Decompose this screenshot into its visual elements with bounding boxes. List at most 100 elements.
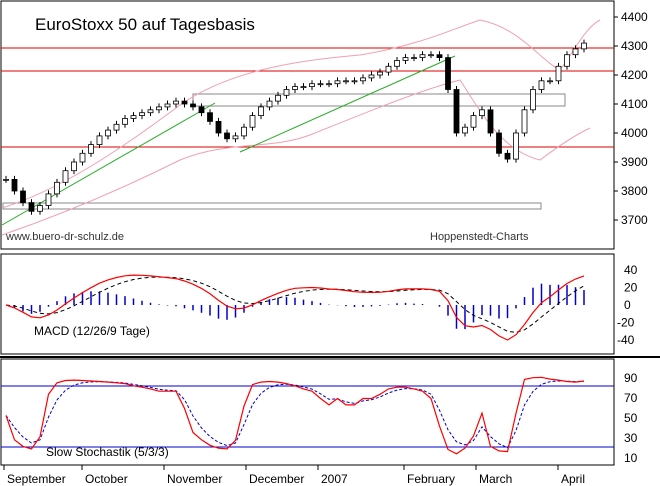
candle-body [555,65,562,82]
candle-body [581,42,587,50]
candle-body [20,190,26,203]
x-axis: September October November December 2007 Febr… [3,465,585,486]
candle-body [513,132,519,160]
macd-histogram [13,283,585,330]
x-tick-label: March [479,472,512,486]
candle-body [249,115,256,128]
candle-body [521,109,528,134]
candle-body [181,100,188,105]
candle-body [411,57,417,59]
candle-body [62,170,69,183]
trend-line-1 [1,102,216,226]
stoch-tick-label: 90 [624,371,638,385]
stoch-k-line [5,376,585,455]
candle-body [538,80,545,90]
candle-body [96,135,103,145]
lower-band [1,79,591,236]
candle-body [470,115,477,128]
candle-body [368,74,375,79]
candle-body [130,115,137,119]
price-candles [3,39,587,215]
source-left: www.buero-dr-schulz.de [5,231,124,243]
candle-body [45,193,52,206]
candle-body [394,60,400,67]
candle-body [334,80,341,85]
candle-body [79,152,86,163]
candle-body [156,106,162,111]
stoch-tick-label: 10 [624,451,638,465]
candle-body [496,132,502,154]
candle-body [147,109,154,114]
x-tick-label: October [85,472,128,486]
chart-title: EuroStoxx 50 auf Tagesbasis [35,15,255,34]
candle-body [266,100,273,108]
x-tick-label: April [561,472,585,486]
candle-body [436,54,443,59]
candle-body [572,48,579,56]
stoch-label: Slow Stochastik (5/3/3) [46,445,169,459]
stoch-d-line [5,380,585,449]
candle-body [3,178,9,181]
candle-body [317,83,324,86]
candle-body [504,152,511,160]
candle-body [190,103,196,108]
candle-body [173,100,179,105]
candle-body [241,126,247,137]
candle-body [28,202,35,212]
stoch-panel-frame [0,358,615,466]
price-tick-label: 3700 [621,213,648,227]
price-tick-label: 3800 [621,184,648,198]
candle-body [462,126,468,134]
x-tick-label: February [407,472,455,486]
x-tick-label: November [167,472,222,486]
macd-tick-label: -40 [617,333,635,347]
candle-body [487,109,494,134]
candle-body [139,112,145,116]
candle-body [54,181,60,195]
macd-signal-line [5,276,585,333]
candle-body [547,80,553,83]
candle-body [402,57,409,61]
price-panel-frame [0,0,615,250]
x-tick-label: September [7,472,66,486]
macd-tick-label: 20 [624,281,638,295]
candle-body [215,121,222,134]
candle-body [300,86,307,88]
x-tick-label: December [249,472,304,486]
candle-body [258,106,264,117]
candle-body [360,77,366,82]
candle-body [11,178,18,192]
stoch-tick-label: 50 [624,411,638,425]
candle-body [326,83,332,86]
candle-body [343,80,349,83]
candle-body [419,54,426,59]
source-right: Hoppenstedt-Charts [430,231,529,243]
price-tick-label: 4100 [621,97,648,111]
macd-tick-label: 0 [624,298,631,312]
candle-body [453,89,460,134]
candle-body [351,80,358,83]
candle-body [232,135,239,140]
macd-y-axis: 40 20 0 -20 -40 [617,263,638,347]
price-tick-label: 3900 [621,155,648,169]
candle-body [71,161,77,172]
candle-body [377,71,383,76]
candle-body [122,118,128,125]
macd-line [5,274,585,341]
candle-body [428,54,434,57]
candle-body [164,103,171,108]
candle-body [207,112,213,122]
macd-tick-label: -20 [617,316,635,330]
stoch-y-axis: 90 70 50 30 10 [624,371,638,465]
candle-body [224,132,230,140]
candle-body [385,65,392,73]
candle-body [530,89,536,111]
candle-body [309,83,315,87]
candle-body [445,57,451,90]
candle-body [479,109,485,117]
stoch-tick-label: 70 [624,391,638,405]
range-box-upper [192,93,566,107]
price-tick-label: 4200 [621,68,648,82]
